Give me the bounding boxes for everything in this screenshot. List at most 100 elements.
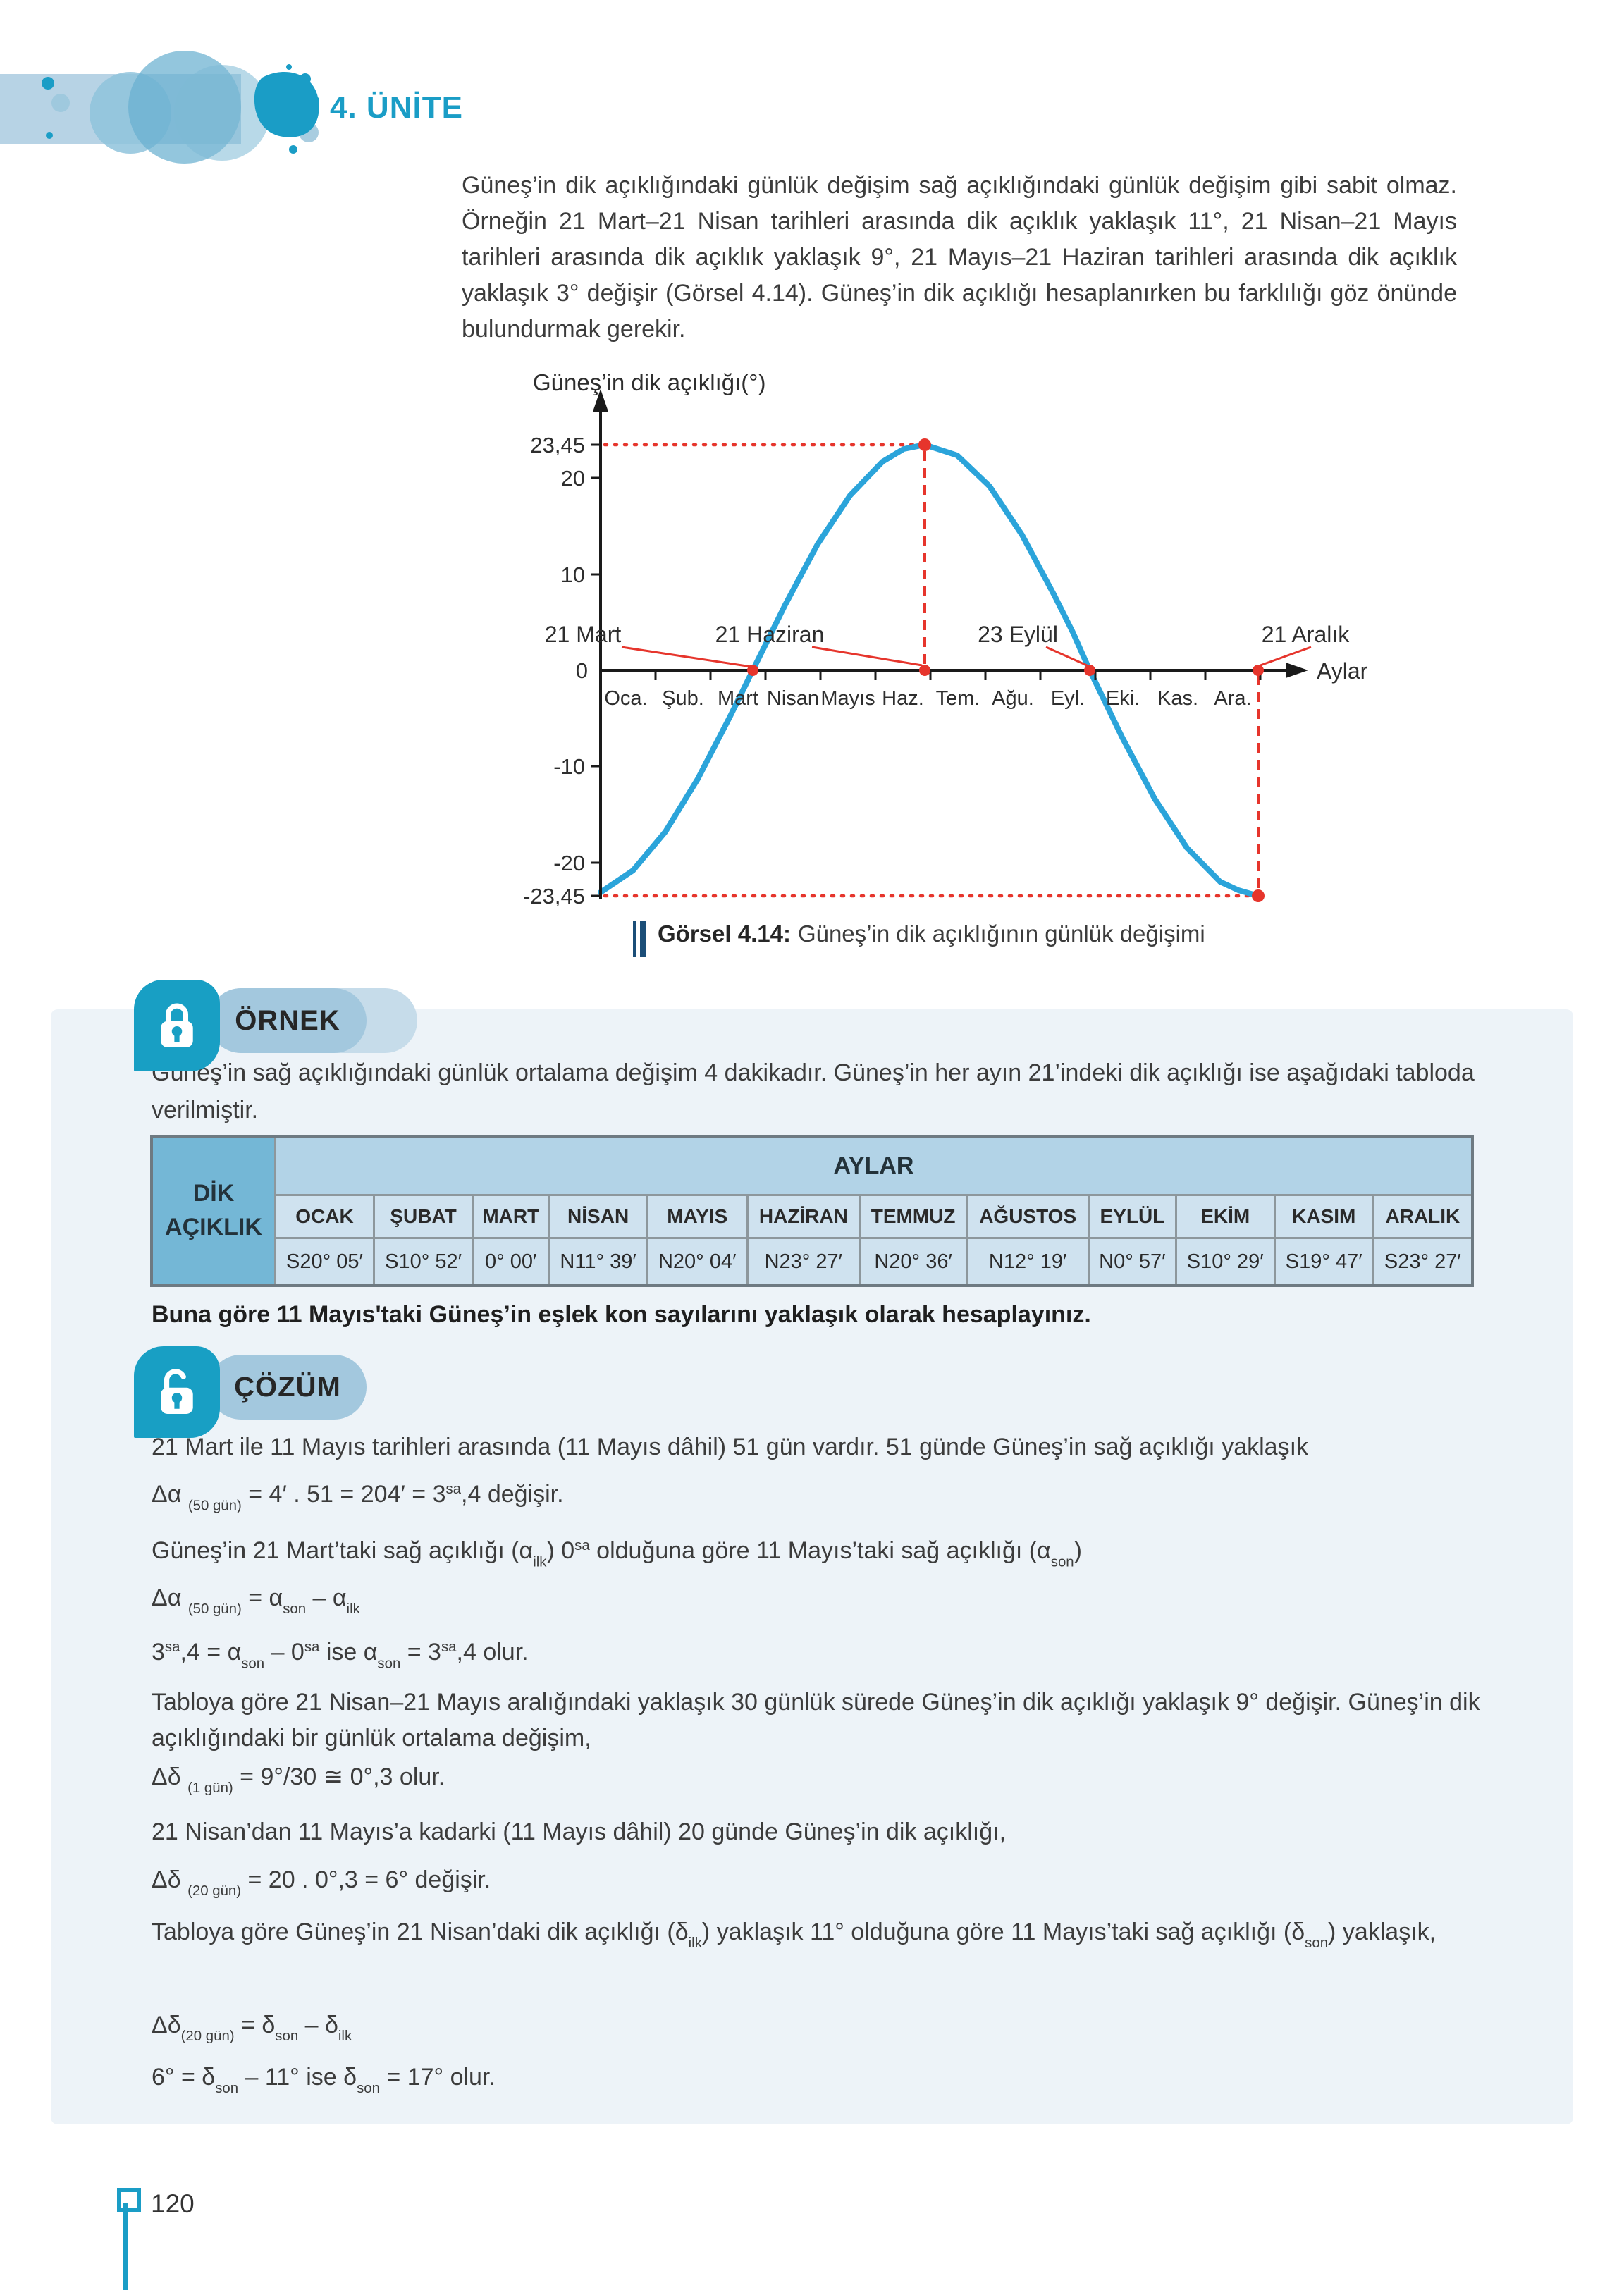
caption-label: Görsel 4.14: (658, 921, 791, 947)
month-header-cell: NİSAN (548, 1194, 648, 1239)
month-header-cell: OCAK (273, 1194, 376, 1239)
unit-header-decoration (0, 51, 319, 164)
month-header-cell: EYLÜL (1088, 1194, 1177, 1239)
y-tick-labels: 23,45 20 10 0 -10 -20 -23,45 (523, 433, 588, 909)
cozum-label: ÇÖZÜM (234, 1371, 341, 1403)
date-annotations: 21 Mart 21 Haziran 23 Eylül 21 Aralık (545, 622, 1351, 647)
caption-text: Güneş’in dik açıklığının günlük değişimi (797, 921, 1205, 947)
key-point-dots (747, 438, 1265, 902)
month-header-cell: HAZİRAN (746, 1194, 861, 1239)
svg-text:-23,45: -23,45 (523, 884, 585, 909)
solution-line: 21 Mart ile 11 Mayıs tarihleri arasında … (152, 1434, 1309, 1460)
svg-text:Mayıs: Mayıs (820, 687, 875, 710)
month-header-cell: ARALIK (1372, 1194, 1474, 1239)
month-header-cell: EKİM (1174, 1194, 1276, 1239)
page-number: 120 (151, 2189, 195, 2218)
svg-text:-20: -20 (553, 851, 585, 875)
svg-text:Tem.: Tem. (936, 687, 980, 710)
y-axis-arrow (593, 389, 608, 412)
declination-table: DİK AÇIKLIK AYLAR OCAK ŞUBAT MART NİSAN … (150, 1135, 1474, 1287)
declination-value-cell: S19° 47′ (1273, 1237, 1374, 1287)
svg-text:Haz.: Haz. (882, 687, 924, 710)
solution-line: Δδ (20 gün) = 20 . 0°,3 = 6° değişir. (152, 1866, 491, 1900)
svg-text:Ağu.: Ağu. (992, 687, 1034, 710)
month-header-cell: ŞUBAT (373, 1194, 474, 1239)
solution-line: Δα (50 gün) = 4′ . 51 = 204′ = 3sa,4 değ… (152, 1481, 564, 1514)
solution-line: Tabloya göre Güneş’in 21 Nisan’daki dik … (152, 1919, 1437, 1952)
unit-title: 4. ÜNİTE (330, 90, 463, 125)
table-value-row: S20° 05′ S10° 52′ 0° 00′ N11° 39′ N20° 0… (152, 1237, 1474, 1287)
month-header-cell: MART (472, 1194, 550, 1239)
solution-line: Δδ (1 gün) = 9°/30 ≅ 0°,3 olur. (152, 1763, 445, 1797)
intro-paragraph: Güneş’in dik açıklığındaki günlük değişi… (462, 172, 1457, 343)
chart-title: Güneş’in dik açıklığı(°) (533, 369, 765, 395)
month-header-cell: MAYIS (646, 1194, 749, 1239)
cozum-badge (134, 1346, 220, 1438)
example-intro: Güneş’in sağ açıklığındaki günlük ortala… (152, 1059, 1475, 1124)
page-margin-square (117, 2188, 141, 2212)
month-header-cell: AĞUSTOS (966, 1194, 1090, 1239)
declination-value-cell: S20° 05′ (273, 1237, 376, 1287)
month-header-cell: KASIM (1273, 1194, 1374, 1239)
declination-value-cell: N20° 36′ (858, 1237, 968, 1287)
svg-text:Ara.: Ara. (1214, 687, 1251, 710)
declination-value-cell: N23° 27′ (746, 1237, 861, 1287)
declination-curve (598, 442, 1261, 899)
declination-chart: Güneş’in dik açıklığı(°) 23,45 20 10 0 -… (509, 364, 1376, 936)
solution-line: 3sa,4 = αson – 0sa ise αson = 3sa,4 olur… (152, 1639, 529, 1672)
annotation-23-eylul: 23 Eylül (978, 622, 1058, 647)
axes (599, 400, 1297, 899)
declination-value-cell: N12° 19′ (966, 1237, 1090, 1287)
cozum-pill: ÇÖZÜM (209, 1355, 367, 1420)
annotation-leaders (621, 646, 1312, 668)
svg-text:Oca.: Oca. (604, 687, 647, 710)
declination-value-cell: N20° 04′ (646, 1237, 749, 1287)
table-month-row: OCAK ŞUBAT MART NİSAN MAYIS HAZİRAN TEMM… (152, 1194, 1474, 1239)
svg-text:Nisan: Nisan (767, 687, 819, 710)
solution-line: Güneş’in 21 Mart’taki sağ açıklığı (αilk… (152, 1537, 1082, 1570)
ornek-badge (134, 980, 220, 1071)
annotation-21-aralik: 21 Aralık (1262, 622, 1351, 647)
caption-bar-thick (640, 921, 646, 957)
svg-text:-10: -10 (553, 754, 585, 779)
header-blob (254, 72, 319, 137)
table-row-label: DİK AÇIKLIK (150, 1135, 276, 1287)
solution-line: 6° = δson – 11° ise δson = 17° olur. (152, 2064, 496, 2097)
declination-value-cell: S10° 29′ (1174, 1237, 1276, 1287)
declination-value-cell: S10° 52′ (373, 1237, 474, 1287)
declination-value-cell: 0° 00′ (472, 1237, 550, 1287)
declination-value-cell: N11° 39′ (548, 1237, 648, 1287)
ornek-label: ÖRNEK (235, 1004, 340, 1036)
svg-text:Kas.: Kas. (1157, 687, 1198, 710)
svg-text:0: 0 (576, 658, 588, 683)
lock-open-icon (161, 1369, 193, 1414)
month-header-cell: TEMMUZ (858, 1194, 968, 1239)
solution-line: 21 Nisan’dan 11 Mayıs’a kadarki (11 Mayı… (152, 1818, 1007, 1845)
svg-text:23,45: 23,45 (530, 433, 585, 457)
lock-closed-icon (161, 1003, 193, 1047)
svg-text:Eki.: Eki. (1106, 687, 1140, 710)
ornek-pill: ÖRNEK (209, 988, 367, 1053)
example-question: Buna göre 11 Mayıs'taki Güneş’in eşlek k… (152, 1301, 1091, 1328)
svg-text:Eyl.: Eyl. (1051, 687, 1085, 710)
declination-value-cell: S23° 27′ (1372, 1237, 1474, 1287)
svg-text:Mart: Mart (718, 687, 758, 710)
annotation-21-mart: 21 Mart (545, 622, 622, 647)
figure-caption: Görsel 4.14: Güneş’in dik açıklığının gü… (633, 921, 1205, 957)
solution-line: Tabloya göre 21 Nisan–21 Mayıs aralığınd… (152, 1689, 1480, 1752)
svg-text:10: 10 (561, 562, 585, 587)
month-tick-labels: Oca. Şub. Mart Nisan Mayıs Haz. Tem. Ağu… (604, 687, 1251, 710)
x-axis-label: Aylar (1317, 658, 1368, 684)
y-ticks (591, 443, 601, 897)
page-margin-line (123, 2203, 128, 2290)
annotation-21-haziran: 21 Haziran (715, 622, 825, 647)
chart-guides (603, 443, 1260, 898)
svg-text:Şub.: Şub. (662, 687, 704, 710)
declination-value-cell: N0° 57′ (1088, 1237, 1177, 1287)
table-aylar-header: AYLAR (274, 1135, 1474, 1196)
caption-bar-thin (633, 921, 636, 957)
svg-text:20: 20 (561, 466, 585, 491)
x-axis-arrow (1286, 663, 1308, 678)
solution-line: Δα (50 gün) = αson – αilk (152, 1584, 360, 1618)
